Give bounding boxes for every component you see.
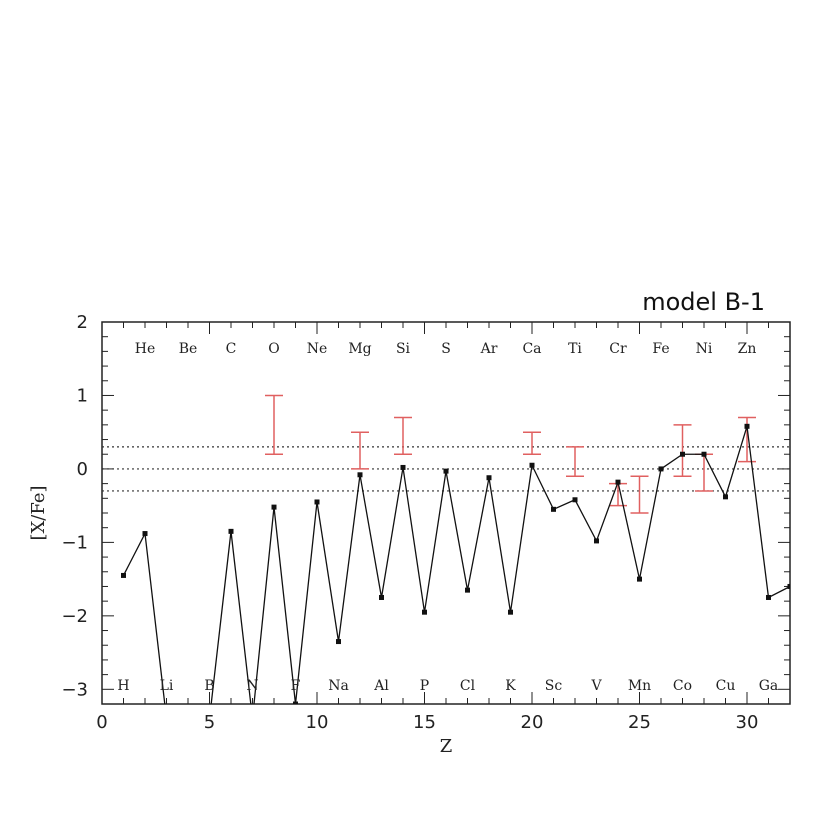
- data-point-z10: [314, 499, 320, 505]
- element-label-c: C: [226, 341, 237, 357]
- data-point-z6: [228, 528, 234, 534]
- model-series: [121, 423, 790, 704]
- element-label-al: Al: [373, 678, 389, 694]
- element-label-he: He: [135, 341, 156, 357]
- observed-range-z8: [265, 394, 283, 455]
- element-label-ga: Ga: [759, 678, 779, 694]
- element-label-k: K: [505, 678, 516, 694]
- observed-range-z22: [566, 446, 584, 478]
- data-point-z14: [400, 464, 406, 470]
- data-point-z9: [293, 701, 298, 704]
- observed-range-z25: [630, 475, 649, 514]
- x-tick-label: 5: [204, 712, 215, 733]
- data-point-z25: [637, 576, 642, 582]
- element-label-si: Si: [396, 341, 411, 357]
- x-tick-label: 10: [306, 712, 329, 733]
- element-label-cr: Cr: [609, 341, 627, 357]
- x-tick-label: 30: [736, 712, 759, 733]
- y-tick-label: 0: [77, 459, 88, 480]
- x-axis-label: Z: [440, 736, 453, 757]
- observed-range-z12: [351, 431, 369, 470]
- element-labels-bottom: H Li B N F Na Al P Cl K Sc V Mn Co Cu Ga: [117, 678, 778, 694]
- element-label-ne: Ne: [307, 341, 328, 357]
- element-labels-top: He Be C O Ne Mg Si S Ar Ca Ti Cr Fe Ni Zn: [135, 341, 757, 357]
- element-label-be: Be: [179, 341, 198, 357]
- data-point-z15: [422, 609, 427, 615]
- element-label-sc: Sc: [545, 678, 563, 694]
- plot-frame: [101, 321, 791, 705]
- element-label-ar: Ar: [480, 341, 498, 357]
- observed-range-z14: [394, 416, 412, 455]
- data-point-z30: [744, 423, 750, 429]
- x-tick-label: 25: [628, 712, 651, 733]
- data-point-z20: [529, 462, 535, 468]
- element-label-zn: Zn: [738, 341, 757, 357]
- data-point-z26: [658, 466, 664, 472]
- element-label-li: Li: [160, 678, 174, 694]
- x-tick-label: 20: [521, 712, 544, 733]
- y-tick-label: −2: [61, 606, 88, 627]
- data-point-z32: [787, 583, 790, 589]
- data-point-z23: [594, 538, 599, 544]
- y-tick-label: −1: [61, 532, 88, 553]
- data-point-z1: [121, 572, 126, 578]
- data-point-z31: [766, 594, 771, 600]
- data-point-z2: [142, 531, 148, 537]
- data-point-z24: [615, 479, 621, 485]
- observed-range-z20: [523, 431, 541, 455]
- element-label-na: Na: [328, 678, 349, 694]
- element-label-h: H: [117, 678, 129, 694]
- data-point-z13: [379, 594, 384, 600]
- element-label-fe: Fe: [652, 341, 669, 357]
- element-label-p: P: [420, 678, 429, 694]
- data-point-z16: [443, 468, 449, 474]
- element-label-f: F: [291, 678, 301, 694]
- y-axis-ticks: 2 1 0 −1 −2 −3: [61, 312, 790, 705]
- element-label-ca: Ca: [522, 341, 541, 357]
- element-label-cu: Cu: [716, 678, 736, 694]
- model-label: model B-1: [642, 288, 765, 316]
- element-label-ti: Ti: [568, 341, 582, 357]
- element-label-co: Co: [673, 678, 692, 694]
- y-tick-label: 2: [77, 312, 88, 333]
- data-point-z29: [723, 494, 728, 500]
- element-label-cl: Cl: [460, 678, 476, 694]
- data-point-z11: [336, 639, 341, 645]
- data-point-z21: [551, 506, 556, 512]
- element-label-mn: Mn: [628, 678, 651, 694]
- element-label-n: N: [246, 678, 258, 694]
- data-point-z8: [271, 504, 277, 510]
- y-tick-label: −3: [61, 679, 88, 700]
- element-label-ni: Ni: [696, 341, 713, 357]
- element-label-mg: Mg: [348, 341, 371, 357]
- x-tick-label: 0: [96, 712, 107, 733]
- observed-range-z28: [695, 453, 713, 492]
- y-axis-label: [X/Fe]: [28, 485, 49, 540]
- element-label-b: B: [204, 678, 214, 694]
- y-tick-label: 1: [77, 385, 88, 406]
- element-label-v: V: [590, 678, 602, 694]
- x-axis-ticks: 0 5 10 15 20 25 30: [96, 322, 791, 733]
- data-point-z19: [508, 609, 513, 615]
- data-point-z18: [486, 475, 492, 481]
- observed-range-z24: [609, 482, 627, 507]
- x-tick-label: 15: [413, 712, 436, 733]
- element-label-o: O: [268, 341, 279, 357]
- data-point-z12: [357, 472, 363, 478]
- observed-range-z27: [673, 424, 692, 478]
- data-point-z17: [465, 587, 470, 593]
- element-label-s: S: [441, 341, 451, 357]
- model-line: [122, 426, 790, 704]
- data-point-z22: [572, 497, 578, 503]
- data-point-z27: [680, 451, 685, 457]
- data-point-z28: [701, 451, 707, 457]
